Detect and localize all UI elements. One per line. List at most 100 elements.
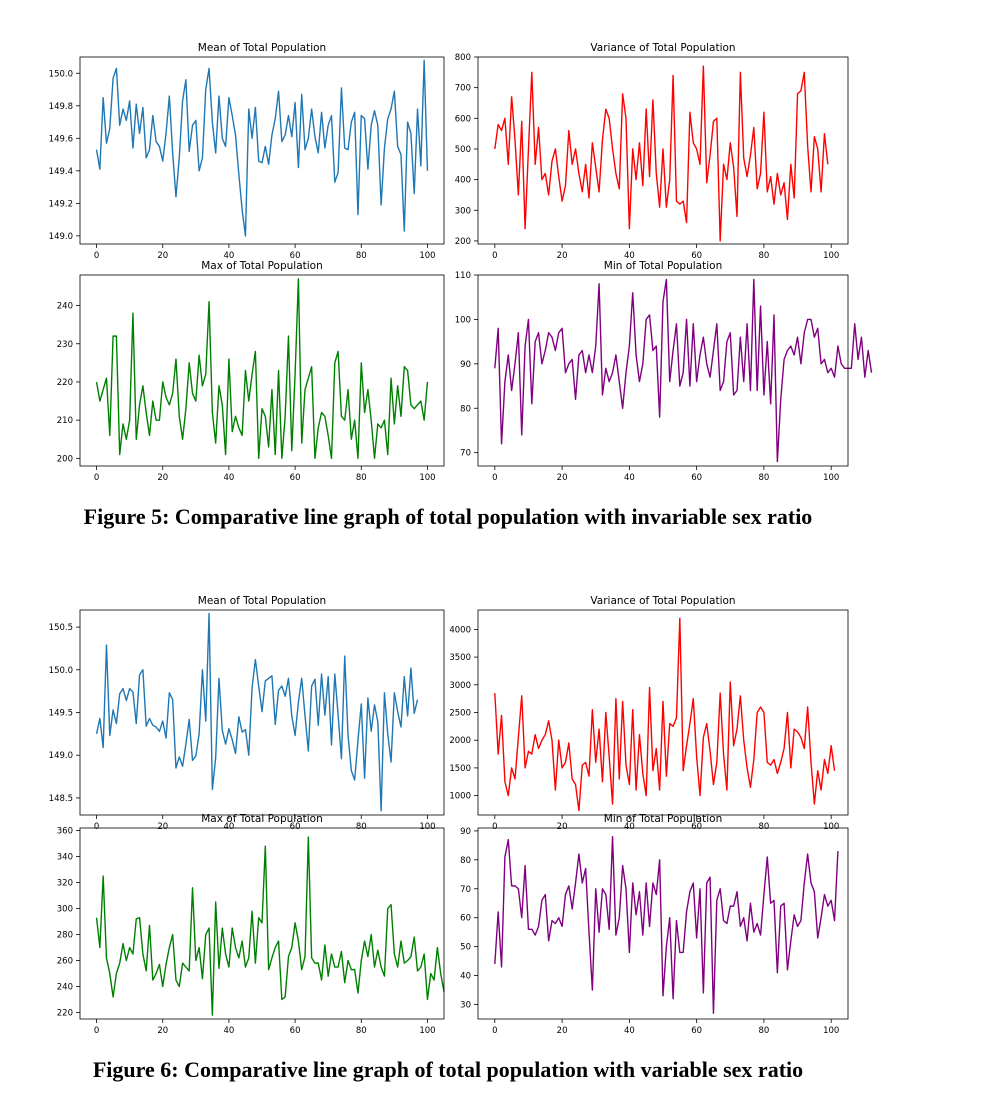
y-tick-label: 148.5 — [49, 794, 73, 804]
x-tick-label: 20 — [157, 473, 168, 483]
y-tick-label: 300 — [57, 905, 73, 915]
series-line — [494, 835, 839, 1014]
chart-title: Variance of Total Population — [590, 595, 735, 607]
x-tick-label: 20 — [557, 822, 568, 832]
y-tick-label: 500 — [455, 145, 471, 155]
x-tick-label: 80 — [758, 822, 769, 832]
chart-title: Mean of Total Population — [198, 595, 326, 607]
y-tick-label: 240 — [57, 302, 73, 312]
y-tick-label: 150.0 — [49, 69, 73, 79]
series-line — [95, 59, 429, 237]
x-tick-label: 100 — [419, 251, 435, 261]
x-tick-label: 40 — [223, 822, 234, 832]
x-tick-label: 40 — [624, 1026, 635, 1036]
x-tick-label: 80 — [758, 473, 769, 483]
y-tick-label: 360 — [57, 827, 73, 837]
x-tick-label: 0 — [492, 251, 497, 261]
y-tick-label: 230 — [57, 340, 73, 350]
y-tick-label: 220 — [57, 378, 73, 388]
y-tick-label: 60 — [460, 914, 471, 924]
chart-panel-8: Min of Total Population 0 20 40 60 80 100 30 40 5… — [460, 813, 849, 1036]
y-tick-label: 149.0 — [49, 232, 73, 242]
x-tick-label: 100 — [823, 1026, 839, 1036]
y-tick-label: 240 — [57, 983, 73, 993]
series-line — [95, 278, 429, 460]
x-tick-label: 60 — [290, 822, 301, 832]
chart-panel-4: Min of Total Population 0 20 40 60 80 100 70 80 9… — [455, 260, 873, 483]
x-tick-label: 60 — [290, 473, 301, 483]
y-tick-label: 800 — [455, 53, 471, 63]
y-tick-label: 40 — [460, 972, 471, 982]
chart-panel-2: Variance of Total Population 0 20 40 60 80 100… — [455, 42, 849, 261]
y-tick-label: 200 — [455, 237, 471, 247]
y-tick-label: 30 — [460, 1001, 471, 1011]
y-tick-label: 149.6 — [49, 134, 73, 144]
y-tick-label: 210 — [57, 416, 73, 426]
x-tick-label: 40 — [624, 251, 635, 261]
plot-frame — [79, 827, 445, 1020]
x-tick-label: 80 — [356, 1026, 367, 1036]
x-tick-label: 40 — [223, 473, 234, 483]
y-tick-label: 150.5 — [49, 623, 73, 633]
x-tick-label: 100 — [419, 1026, 435, 1036]
chart-panel-7: Max of Total Population 0 20 40 60 80 100 220 24… — [57, 813, 445, 1036]
y-tick-label: 149.8 — [49, 102, 73, 112]
y-tick-label: 149.0 — [49, 751, 73, 761]
x-tick-label: 40 — [223, 251, 234, 261]
x-tick-label: 20 — [157, 1026, 168, 1036]
chart-title: Min of Total Population — [604, 260, 722, 272]
series-line — [95, 612, 419, 812]
y-tick-label: 149.2 — [49, 199, 73, 209]
x-tick-label: 80 — [356, 251, 367, 261]
plot-frame — [477, 827, 849, 1020]
y-tick-label: 90 — [460, 360, 471, 370]
y-tick-label: 260 — [57, 957, 73, 967]
chart-panel-6: Variance of Total Population 0 20 40 60 80 100… — [449, 595, 849, 832]
y-tick-label: 400 — [455, 176, 471, 186]
y-tick-label: 200 — [57, 454, 73, 464]
plot-frame — [477, 56, 849, 245]
y-tick-label: 1500 — [449, 764, 471, 774]
y-tick-label: 149.4 — [49, 167, 73, 177]
chart-title: Min of Total Population — [604, 813, 722, 825]
x-tick-label: 20 — [557, 251, 568, 261]
chart-panel-3: Max of Total Population 0 20 40 60 80 100 200 21… — [57, 260, 445, 483]
y-tick-label: 110 — [455, 271, 471, 281]
x-tick-label: 100 — [419, 822, 435, 832]
x-tick-label: 100 — [823, 473, 839, 483]
chart-panel-1: Mean of Total Population 0 20 40 60 80 100 149.… — [49, 42, 445, 261]
x-tick-label: 100 — [419, 473, 435, 483]
x-tick-label: 20 — [557, 1026, 568, 1036]
y-tick-label: 3000 — [449, 681, 471, 691]
x-tick-label: 40 — [624, 822, 635, 832]
x-tick-label: 0 — [94, 822, 99, 832]
plot-frame — [477, 274, 849, 467]
x-tick-label: 40 — [624, 473, 635, 483]
y-tick-label: 90 — [460, 827, 471, 837]
y-tick-label: 340 — [57, 853, 73, 863]
plot-frame — [79, 274, 445, 467]
y-tick-label: 3500 — [449, 653, 471, 663]
chart-title: Variance of Total Population — [590, 42, 735, 54]
x-tick-label: 40 — [223, 1026, 234, 1036]
x-tick-label: 60 — [691, 1026, 702, 1036]
x-tick-label: 0 — [94, 473, 99, 483]
y-tick-label: 320 — [57, 879, 73, 889]
y-tick-label: 4000 — [449, 625, 471, 635]
plot-frame — [79, 56, 445, 245]
series-line — [494, 617, 836, 812]
x-tick-label: 0 — [492, 822, 497, 832]
y-tick-label: 70 — [460, 449, 471, 459]
x-tick-label: 80 — [758, 1026, 769, 1036]
x-tick-label: 20 — [557, 473, 568, 483]
y-tick-label: 50 — [460, 943, 471, 953]
x-tick-label: 60 — [290, 1026, 301, 1036]
y-tick-label: 1000 — [449, 792, 471, 802]
figure-5-caption: Figure 5: Comparative line graph of tota… — [83, 504, 813, 529]
x-tick-label: 0 — [492, 1026, 497, 1036]
y-tick-label: 300 — [455, 206, 471, 216]
y-tick-label: 149.5 — [49, 709, 73, 719]
chart-title: Max of Total Population — [201, 813, 323, 825]
x-tick-label: 0 — [94, 1026, 99, 1036]
